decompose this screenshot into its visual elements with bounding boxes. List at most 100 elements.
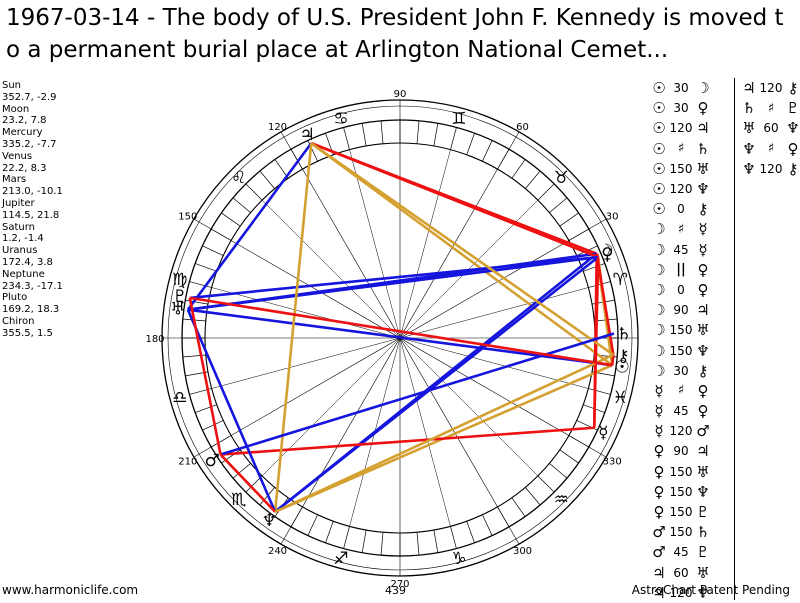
moon-planet-icon: ☽ xyxy=(598,241,613,261)
planet-glyph-icon: ☽ xyxy=(652,260,666,279)
degree-tick xyxy=(416,532,420,556)
aspect-value: 45 xyxy=(673,545,689,560)
aspect-line xyxy=(595,253,615,356)
planet-glyph-icon: ♀ xyxy=(697,381,709,400)
planet-glyph-icon: ♇ xyxy=(786,99,800,118)
degree-tick xyxy=(259,170,275,189)
aspect-row: ♀ 150 ♆ xyxy=(650,482,712,502)
planet-glyph-icon: ♆ xyxy=(696,482,710,501)
aspect-row: ☉ 30 ☽ xyxy=(650,78,712,98)
planet-glyph-icon: ♆ xyxy=(696,583,710,602)
aspect-row: ☽ 90 ♃ xyxy=(650,300,712,320)
degree-tick xyxy=(361,123,367,147)
planet-glyph-icon: ☿ xyxy=(654,381,664,400)
degree-tick xyxy=(433,529,439,553)
aspect-row: ☿ ♯ ♀ xyxy=(650,381,712,401)
degree-tick xyxy=(380,120,384,144)
planet-glyph-icon: ♂ xyxy=(696,422,710,441)
aspect-value: ♯ xyxy=(767,141,775,157)
planet-position: 169.2, 18.3 xyxy=(2,304,60,316)
degree-tick xyxy=(549,197,568,213)
planet-name: Mars xyxy=(2,174,27,186)
sign-glyph-icon: ♎ xyxy=(172,388,187,408)
planet-name: Pluto xyxy=(2,292,28,304)
degree-tick xyxy=(511,159,526,179)
aspect-line xyxy=(274,353,614,513)
aspect-row: ☿ 120 ♂ xyxy=(650,421,712,441)
planet-glyph-icon: ♇ xyxy=(696,543,710,562)
planet-position: 355.5, 1.5 xyxy=(2,327,53,339)
degree-tick xyxy=(361,529,367,553)
degree-tick xyxy=(195,404,217,413)
aspect-row: ♃ 120 ⚷ xyxy=(740,78,800,98)
planet-position: 234.3, -17.1 xyxy=(2,280,63,292)
degree-tick xyxy=(245,183,263,201)
aspect-value: ♯ xyxy=(677,221,685,237)
sign-glyph-icon: ♌ xyxy=(231,168,246,188)
aspect-row: ☿ 45 ♀ xyxy=(650,401,712,421)
aspect-line xyxy=(610,354,615,366)
aspect-column-divider xyxy=(734,78,735,600)
aspect-value: 30 xyxy=(673,81,689,96)
degree-tick xyxy=(343,526,350,549)
aspect-value: 150 xyxy=(669,505,693,520)
planet-position: 1.2, -1.4 xyxy=(2,233,44,245)
planet-position: 22.2, 8.3 xyxy=(2,162,47,174)
degree-tick xyxy=(482,514,493,536)
degree-tick xyxy=(416,120,420,144)
planet-glyph-icon: ♀ xyxy=(697,99,709,118)
aspect-row: ♀ 90 ♃ xyxy=(650,441,712,461)
planet-glyph-icon: ☽ xyxy=(652,361,666,380)
planet-glyph-icon: ♀ xyxy=(697,402,709,421)
planet-glyph-icon: ♃ xyxy=(652,583,666,602)
planet-name: Sun xyxy=(2,80,22,91)
sun-planet-icon: ☉ xyxy=(615,357,630,377)
aspect-line xyxy=(220,332,615,456)
aspect-row: ☉ 0 ⚷ xyxy=(650,199,712,219)
planet-position: 213.0, -10.1 xyxy=(2,186,63,198)
planet-glyph-icon: ♆ xyxy=(696,180,710,199)
planet-glyph-icon: ⚷ xyxy=(697,361,709,380)
aspect-value: 120 xyxy=(669,585,693,600)
sign-glyph-icon: ♋ xyxy=(333,109,348,129)
planet-glyph-icon: ♂ xyxy=(652,543,666,562)
aspect-row: ♀ 150 ♇ xyxy=(650,502,712,522)
planet-position: 23.2, 7.8 xyxy=(2,115,47,127)
degree-tick xyxy=(232,197,251,213)
aspect-row: ☽ 45 ☿ xyxy=(650,240,712,260)
aspect-value: 90 xyxy=(673,303,689,318)
planet-glyph-icon: ☉ xyxy=(652,159,666,178)
planet-glyph-icon: ☉ xyxy=(652,119,666,138)
aspect-value: 45 xyxy=(673,242,689,257)
planet-glyph-icon: ☽ xyxy=(652,341,666,360)
aspect-value: ♯ xyxy=(677,141,685,157)
planet-glyph-icon: ♀ xyxy=(697,260,709,279)
planet-glyph-icon: ♀ xyxy=(653,503,665,522)
degree-tick xyxy=(202,245,224,256)
sign-glyph-icon: ♊ xyxy=(451,109,466,129)
degree-tick xyxy=(450,526,457,549)
degree-tick xyxy=(511,497,526,517)
planet-glyph-icon: ♀ xyxy=(697,280,709,299)
sign-glyph-icon: ♏ xyxy=(231,490,246,510)
planet-glyph-icon: ☿ xyxy=(698,240,708,259)
degree-tick xyxy=(232,463,251,479)
planet-name: Uranus xyxy=(2,245,38,257)
jupiter-planet-icon: ♃ xyxy=(299,125,314,145)
aspect-line xyxy=(310,142,615,356)
planet-name: Chiron xyxy=(2,315,35,327)
degree-label: 300 xyxy=(513,546,532,557)
degree-tick xyxy=(274,159,289,179)
planet-name: Jupiter xyxy=(2,197,35,209)
aspect-value: 45 xyxy=(673,404,689,419)
aspect-line xyxy=(188,297,222,455)
planet-glyph-icon: ♃ xyxy=(696,442,710,461)
sign-glyph-icon: ♒ xyxy=(554,490,569,510)
degree-label: 150 xyxy=(178,212,197,223)
aspect-value: || xyxy=(676,262,686,278)
aspect-row: ☽ 150 ♅ xyxy=(650,320,712,340)
website-link[interactable]: www.harmoniclife.com xyxy=(2,583,139,597)
degree-tick xyxy=(525,170,541,189)
aspect-row: ☉ 120 ♆ xyxy=(650,179,712,199)
aspect-line xyxy=(186,309,277,513)
